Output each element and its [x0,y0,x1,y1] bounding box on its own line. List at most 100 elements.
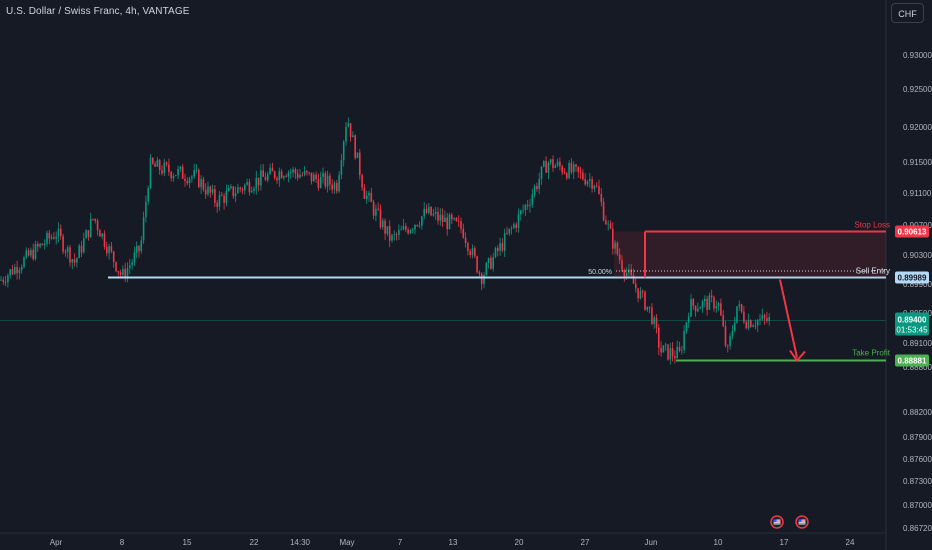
candle-body [766,318,768,321]
candle-body [414,224,416,230]
candle-body [352,135,354,138]
candle-body [250,191,253,193]
candle-body [570,163,573,173]
candle-body [34,244,37,260]
y-tick-label: 0.87000 [903,501,932,510]
candle-body [324,173,327,187]
candle-body [313,174,315,182]
candle-body [103,233,106,247]
candle-body [276,178,278,181]
candle-body [727,345,729,347]
candle-body [354,135,356,159]
candle-body [451,214,453,220]
candle-body [411,229,414,231]
us-flag-icon[interactable] [795,515,809,529]
x-tick-label: 27 [581,538,590,547]
candle-body [561,166,563,173]
candle-body [494,247,497,258]
candle-body [135,245,138,253]
candle-body [467,243,469,252]
candle-body [566,173,568,179]
candle-body [145,201,147,218]
candle-body [448,214,451,229]
candle-body [717,303,720,307]
candle-body [122,268,124,275]
candle-body [69,247,71,263]
candle-body [246,182,248,185]
candle-body [635,283,637,289]
candle-body [221,194,223,196]
candle-body [618,254,621,261]
candle-body [745,322,747,329]
candle-body [112,251,115,262]
candle-body [179,166,182,169]
take-profit-price-text: 0.88881 [898,357,927,366]
candle-body [533,186,536,195]
candle-body [168,164,170,172]
candle-body [423,208,425,217]
candle-body [731,330,734,337]
candle-body [704,298,706,302]
candle-body [756,320,759,326]
y-tick-label: 0.87300 [903,477,932,486]
candle-body [57,228,60,237]
us-flag-icon[interactable] [770,515,784,529]
candle-body [195,169,198,171]
candle-body [310,172,313,182]
candle-body [455,217,458,221]
candle-body [198,169,200,188]
candle-body [421,216,423,226]
candle-body [14,267,16,275]
candle-body [457,221,460,222]
candle-body [386,226,389,234]
candle-body [710,295,713,298]
y-tick-label: 0.90300 [903,251,932,260]
candle-body [607,223,609,225]
candle-body [106,246,108,254]
y-tick-label: 0.89900 [903,280,932,289]
candle-body [331,184,333,190]
candle-body [616,242,619,255]
candle-body [708,295,711,310]
candle-body [379,209,382,228]
candle-body [556,161,559,166]
candle-body [209,186,212,193]
candle-body [230,186,232,188]
candle-body [119,272,122,275]
candle-body [333,183,336,190]
candle-body [529,204,531,206]
candle-body [202,179,205,190]
candle-body [577,166,580,172]
candle-body [158,160,161,171]
x-tick-label: 15 [183,538,192,547]
y-axis: 0.93000 0.92500 0.92000 0.91500 0.91100 0.907… [903,51,932,533]
candle-body [623,270,626,277]
candle-body [225,191,228,203]
candle-body [552,159,554,168]
candle-body [497,247,499,251]
candle-body [444,217,446,222]
candle-body [768,317,770,321]
candle-body [510,228,513,229]
currency-button[interactable]: CHF [891,3,924,23]
candle-body [471,248,474,256]
candle-body [520,210,522,215]
candle-body [315,174,317,180]
candle-body [375,208,377,216]
candle-body [469,251,471,256]
candle-body [156,160,159,167]
candle-body [522,210,524,211]
chart-title: U.S. Dollar / Swiss Franc, 4h, VANTAGE [6,6,190,17]
candle-body [664,344,667,346]
x-tick-label: 24 [846,538,855,547]
candle-body [637,288,639,299]
candle-body [356,152,359,158]
candle-body [264,176,267,181]
candle-body [630,269,632,276]
candle-body [464,237,467,243]
candle-body [409,230,412,234]
candle-body [306,170,308,173]
flag-field [773,519,781,525]
